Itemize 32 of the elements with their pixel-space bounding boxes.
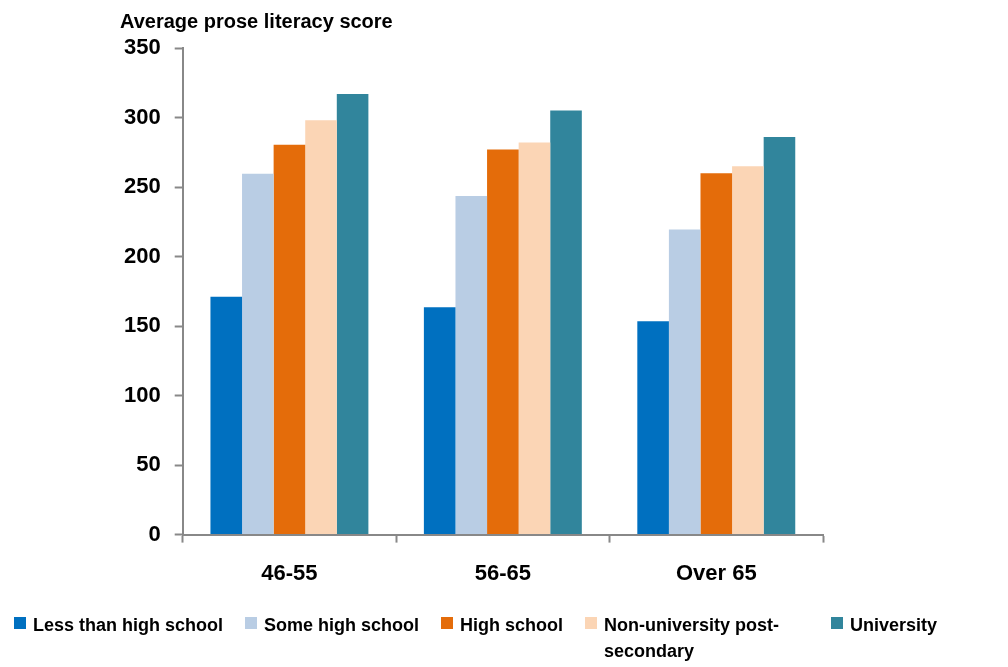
bar bbox=[305, 120, 337, 535]
bar bbox=[273, 144, 306, 535]
y-tick-label: 150 bbox=[123, 312, 161, 338]
bar bbox=[763, 136, 796, 535]
x-tick-label: 56-65 bbox=[474, 559, 531, 585]
bar bbox=[637, 321, 669, 535]
bar bbox=[455, 196, 488, 535]
x-tick-label: 46-55 bbox=[261, 559, 318, 585]
y-tick-label: 350 bbox=[123, 34, 161, 60]
y-tick-label: 0 bbox=[148, 520, 161, 546]
bar bbox=[210, 296, 243, 535]
bar bbox=[487, 149, 519, 535]
y-axis-title: Average prose literacy score bbox=[120, 10, 393, 32]
bar bbox=[732, 166, 764, 535]
y-tick-label: 200 bbox=[123, 242, 161, 268]
bar bbox=[423, 307, 456, 535]
legend-label: University bbox=[850, 614, 938, 637]
legend-label: Non-university post-secondary bbox=[604, 614, 781, 663]
legend-label: High school bbox=[460, 614, 564, 637]
legend-label: Less than high school bbox=[33, 614, 224, 637]
legend-label: Some high school bbox=[264, 614, 420, 637]
bar bbox=[668, 229, 701, 535]
bar bbox=[518, 142, 551, 535]
y-tick-label: 100 bbox=[123, 381, 161, 407]
bar bbox=[242, 173, 274, 535]
y-tick-label: 300 bbox=[123, 103, 161, 129]
bar bbox=[700, 173, 733, 535]
bar bbox=[550, 110, 582, 535]
y-tick-label: 50 bbox=[136, 451, 161, 477]
x-tick-label: Over 65 bbox=[675, 559, 757, 585]
y-tick-label: 250 bbox=[123, 173, 161, 199]
bar bbox=[336, 93, 369, 535]
